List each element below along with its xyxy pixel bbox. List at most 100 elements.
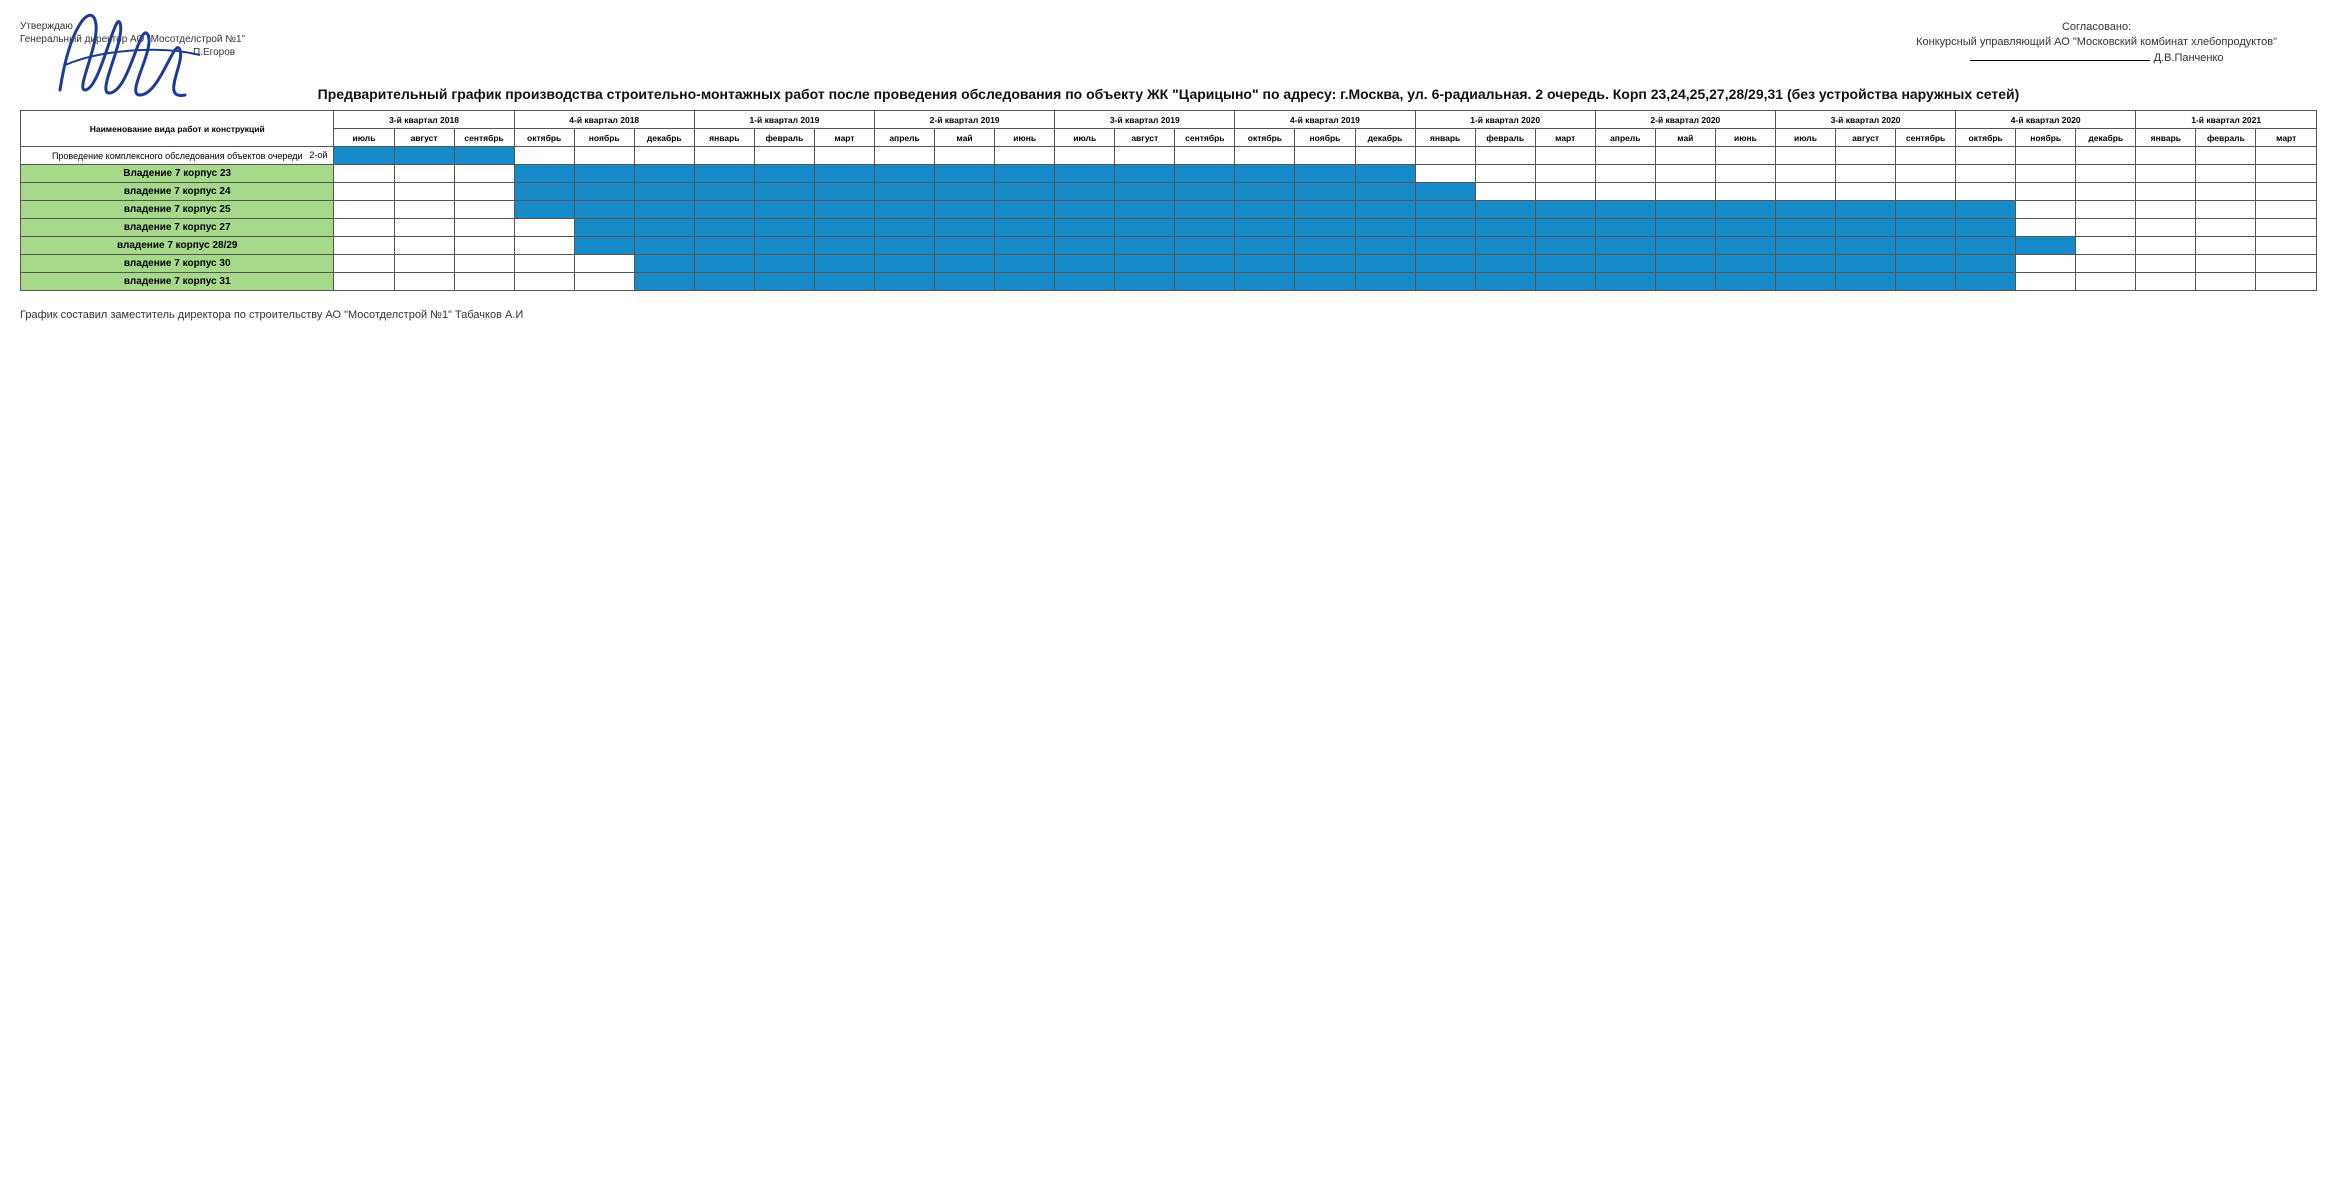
- gantt-cell: [1235, 219, 1295, 237]
- gantt-cell: [1775, 183, 1835, 201]
- gantt-cell: [2136, 147, 2196, 165]
- gantt-cell: [1415, 147, 1475, 165]
- header-row: Утверждаю Генеральный директор АО "Мосот…: [20, 20, 2317, 66]
- gantt-cell: [1956, 165, 2016, 183]
- gantt-cell: [1775, 147, 1835, 165]
- gantt-cell: [1475, 255, 1535, 273]
- gantt-cell: [1175, 273, 1235, 291]
- table-row: владение 7 корпус 28/29: [21, 237, 2317, 255]
- gantt-cell: [634, 255, 694, 273]
- gantt-cell: [2256, 165, 2317, 183]
- quarter-header: 3-й квартал 2020: [1775, 111, 1955, 129]
- task-label: владение 7 корпус 25: [21, 201, 334, 219]
- gantt-cell: [935, 255, 995, 273]
- gantt-cell: [1655, 201, 1715, 219]
- month-header: апрель: [875, 129, 935, 147]
- gantt-cell: [1715, 273, 1775, 291]
- gantt-cell: [1295, 237, 1355, 255]
- gantt-cell: [1415, 219, 1475, 237]
- gantt-cell: [1475, 273, 1535, 291]
- gantt-cell: [1475, 219, 1535, 237]
- gantt-cell: [875, 255, 935, 273]
- gantt-cell: [1355, 219, 1415, 237]
- gantt-cell: [1836, 183, 1896, 201]
- quarter-header: 1-й квартал 2021: [2136, 111, 2317, 129]
- gantt-cell: [454, 147, 514, 165]
- month-header: октябрь: [1956, 129, 2016, 147]
- gantt-cell: [574, 273, 634, 291]
- gantt-cell: [2016, 237, 2076, 255]
- month-header: декабрь: [1355, 129, 1415, 147]
- gantt-cell: [2196, 165, 2256, 183]
- month-header: июнь: [995, 129, 1055, 147]
- gantt-cell: [1715, 237, 1775, 255]
- month-header: март: [814, 129, 874, 147]
- approval-right-block: Согласовано: Конкурсный управляющий АО "…: [1916, 20, 2277, 66]
- gantt-cell: [454, 183, 514, 201]
- gantt-cell: [334, 183, 394, 201]
- gantt-cell: [935, 183, 995, 201]
- gantt-cell: [574, 165, 634, 183]
- gantt-cell: [1956, 255, 2016, 273]
- gantt-cell: [1415, 237, 1475, 255]
- gantt-cell: [1715, 255, 1775, 273]
- gantt-cell: [1175, 147, 1235, 165]
- gantt-cell: [394, 237, 454, 255]
- gantt-cell: [1956, 201, 2016, 219]
- gantt-cell: [334, 255, 394, 273]
- month-header: ноябрь: [1295, 129, 1355, 147]
- gantt-cell: [1775, 237, 1835, 255]
- month-header: декабрь: [2076, 129, 2136, 147]
- table-row: владение 7 корпус 30: [21, 255, 2317, 273]
- gantt-cell: [1896, 237, 1956, 255]
- gantt-cell: [394, 201, 454, 219]
- gantt-cell: [875, 219, 935, 237]
- month-header: июль: [1055, 129, 1115, 147]
- gantt-cell: [1175, 201, 1235, 219]
- gantt-cell: [2196, 147, 2256, 165]
- gantt-cell: [995, 147, 1055, 165]
- gantt-cell: [1775, 165, 1835, 183]
- gantt-cell: [2256, 237, 2317, 255]
- task-label: владение 7 корпус 31: [21, 273, 334, 291]
- gantt-cell: [875, 147, 935, 165]
- month-header: август: [1115, 129, 1175, 147]
- gantt-cell: [1655, 219, 1715, 237]
- gantt-cell: [1295, 183, 1355, 201]
- gantt-cell: [1775, 273, 1835, 291]
- gantt-cell: [2256, 183, 2317, 201]
- gantt-cell: [1535, 201, 1595, 219]
- gantt-cell: [1235, 237, 1295, 255]
- gantt-cell: [454, 273, 514, 291]
- gantt-cell: [1775, 201, 1835, 219]
- gantt-cell: [1295, 273, 1355, 291]
- month-header: июль: [1775, 129, 1835, 147]
- gantt-cell: [2076, 237, 2136, 255]
- gantt-cell: [1956, 147, 2016, 165]
- month-header: май: [935, 129, 995, 147]
- gantt-cell: [634, 273, 694, 291]
- gantt-cell: [1655, 165, 1715, 183]
- gantt-cell: [875, 165, 935, 183]
- gantt-cell: [694, 147, 754, 165]
- gantt-cell: [1595, 237, 1655, 255]
- gantt-cell: [1595, 273, 1655, 291]
- gantt-cell: [2136, 201, 2196, 219]
- gantt-cell: [1595, 165, 1655, 183]
- gantt-cell: [995, 237, 1055, 255]
- gantt-table: Наименование вида работ и конструкций 3-…: [20, 110, 2317, 291]
- gantt-cell: [454, 201, 514, 219]
- gantt-cell: [1115, 183, 1175, 201]
- gantt-cell: [2196, 273, 2256, 291]
- gantt-cell: [1836, 201, 1896, 219]
- gantt-cell: [1896, 219, 1956, 237]
- gantt-cell: [1715, 147, 1775, 165]
- gantt-cell: [1535, 147, 1595, 165]
- month-header: май: [1655, 129, 1715, 147]
- gantt-cell: [1235, 165, 1295, 183]
- gantt-cell: [1415, 255, 1475, 273]
- gantt-cell: [814, 255, 874, 273]
- gantt-cell: [1535, 183, 1595, 201]
- gantt-cell: [1655, 273, 1715, 291]
- gantt-cell: [1235, 255, 1295, 273]
